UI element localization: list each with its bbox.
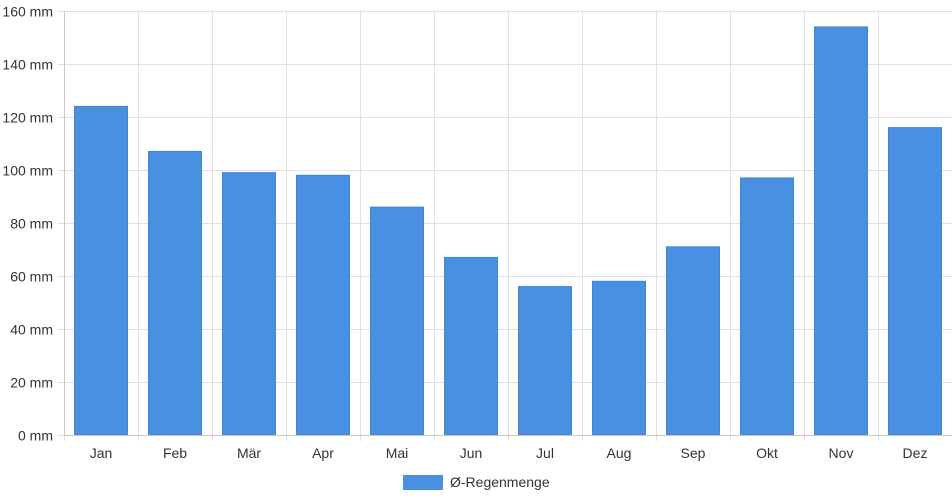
y-tick-label: 0 mm <box>18 428 53 444</box>
bar[interactable] <box>222 172 276 436</box>
x-tick-label: Mär <box>237 445 261 461</box>
bar[interactable] <box>592 280 646 436</box>
y-tick-label: 120 mm <box>2 110 53 126</box>
grid-lines <box>58 11 952 441</box>
x-tick-label: Apr <box>312 445 334 461</box>
bar[interactable] <box>888 127 942 436</box>
legend-label[interactable]: Ø-Regenmenge <box>450 474 550 490</box>
y-tick-label: 20 mm <box>10 375 53 391</box>
x-tick-label: Nov <box>829 445 854 461</box>
x-tick-label: Jan <box>90 445 113 461</box>
bars <box>74 26 942 436</box>
y-tick-label: 60 mm <box>10 269 53 285</box>
x-tick-label: Okt <box>756 445 778 461</box>
bar[interactable] <box>296 174 350 436</box>
bar[interactable] <box>74 105 128 436</box>
x-tick-label: Sep <box>681 445 706 461</box>
y-tick-label: 100 mm <box>2 163 53 179</box>
bar[interactable] <box>370 206 424 436</box>
x-tick-label: Feb <box>163 445 187 461</box>
x-tick-label: Jul <box>536 445 554 461</box>
bar[interactable] <box>740 177 794 436</box>
y-tick-label: 40 mm <box>10 322 53 338</box>
x-tick-label: Aug <box>607 445 632 461</box>
bar[interactable] <box>444 256 498 436</box>
bar[interactable] <box>518 286 572 436</box>
y-tick-labels: 0 mm 20 mm 40 mm 60 mm 80 mm 100 mm 120 mm 140 … <box>2 4 53 444</box>
y-tick-label: 140 mm <box>2 57 53 73</box>
x-tick-label: Mai <box>386 445 409 461</box>
legend[interactable]: Ø-Regenmenge <box>403 474 550 490</box>
x-tick-label: Dez <box>903 445 928 461</box>
bar[interactable] <box>814 26 868 436</box>
bar[interactable] <box>666 246 720 436</box>
x-tick-labels: Jan Feb Mär Apr Mai Jun Jul Aug Sep Okt Nov Dez <box>90 445 928 461</box>
axes <box>64 11 952 436</box>
x-tick-label: Jun <box>460 445 483 461</box>
legend-swatch[interactable] <box>403 475 443 490</box>
bar[interactable] <box>148 150 202 436</box>
y-tick-label: 160 mm <box>2 4 53 20</box>
y-tick-label: 80 mm <box>10 216 53 232</box>
